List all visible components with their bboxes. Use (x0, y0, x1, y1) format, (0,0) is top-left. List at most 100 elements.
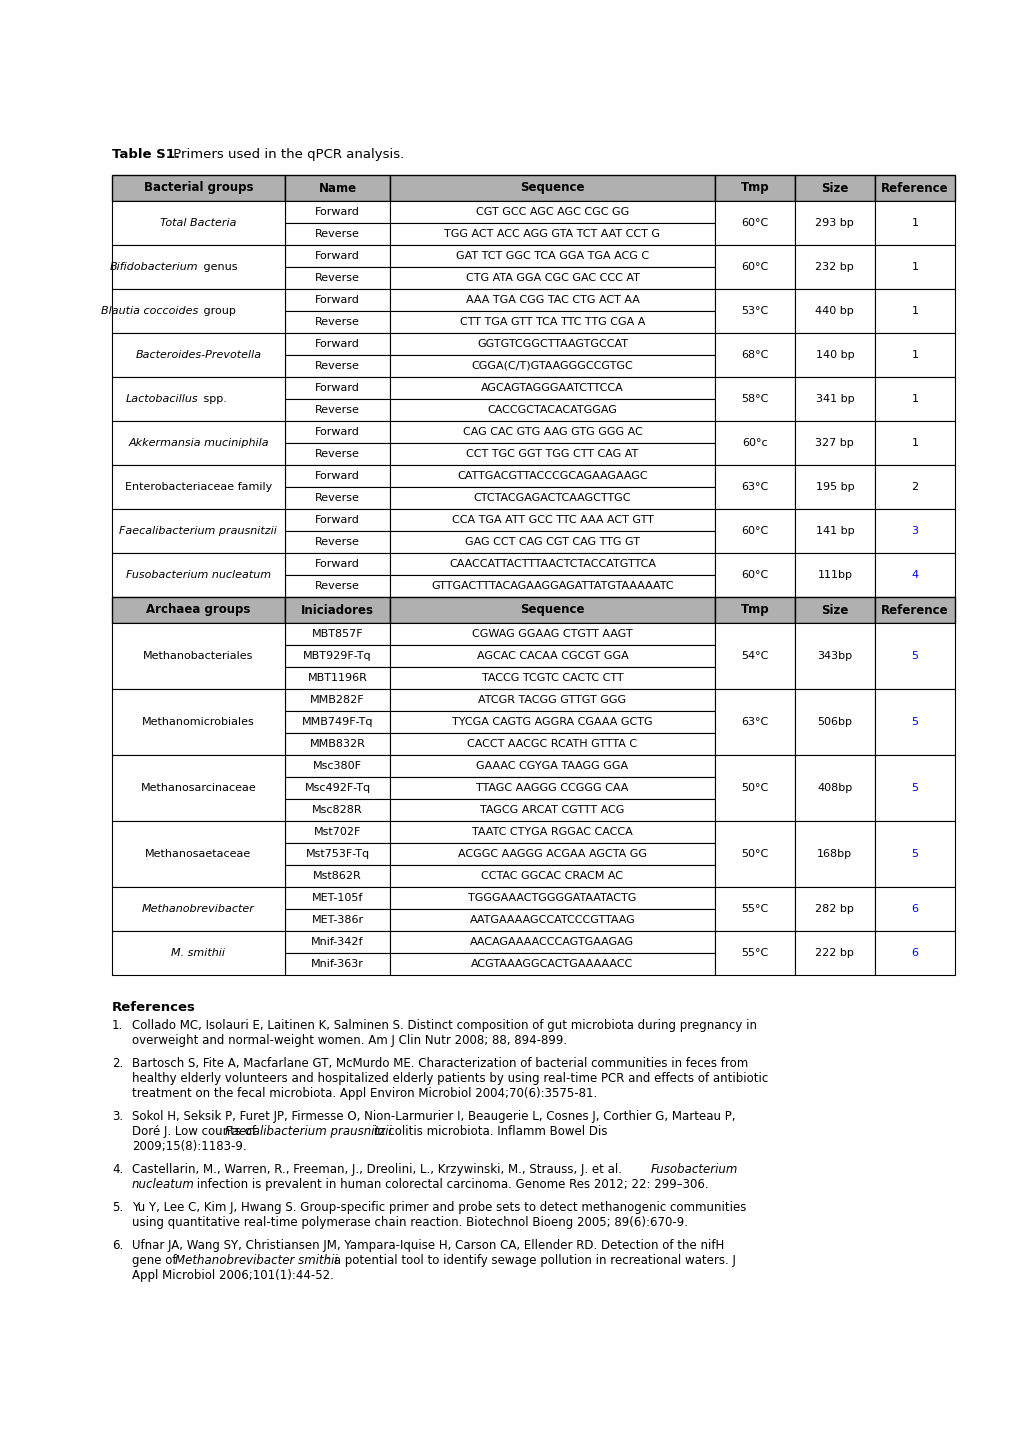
Bar (112, 465, 284, 509)
Bar (390, 645, 714, 667)
Bar (284, 887, 390, 909)
Text: TAGCG ARCAT CGTTT ACG: TAGCG ARCAT CGTTT ACG (480, 805, 624, 815)
Text: Collado MC, Isolauri E, Laitinen K, Salminen S. Distinct composition of gut micr: Collado MC, Isolauri E, Laitinen K, Salm… (131, 1019, 756, 1032)
Bar (874, 289, 954, 333)
Bar (284, 509, 390, 531)
Text: CTG ATA GGA CGC GAC CCC AT: CTG ATA GGA CGC GAC CCC AT (465, 273, 639, 283)
Text: Mnif-342f: Mnif-342f (311, 937, 364, 947)
Bar (794, 553, 874, 597)
Text: Forward: Forward (315, 339, 360, 349)
Text: Methanobrevibacter: Methanobrevibacter (142, 903, 255, 913)
Text: Bifidobacterium: Bifidobacterium (110, 263, 199, 271)
Bar (794, 245, 874, 289)
Text: CGWAG GGAAG CTGTT AAGT: CGWAG GGAAG CTGTT AAGT (472, 629, 632, 639)
Bar (112, 201, 284, 245)
Text: GAT TCT GGC TCA GGA TGA ACG C: GAT TCT GGC TCA GGA TGA ACG C (455, 251, 648, 261)
Bar (794, 623, 874, 688)
Bar (390, 553, 714, 574)
Bar (714, 377, 794, 421)
Text: Methanosarcinaceae: Methanosarcinaceae (141, 784, 256, 794)
Bar (284, 421, 390, 443)
Bar (112, 887, 284, 931)
Bar (284, 312, 390, 333)
Text: 140 bp: 140 bp (815, 351, 853, 359)
Text: 50°C: 50°C (741, 784, 767, 794)
Bar (112, 623, 284, 688)
Text: TACCG TCGTC CACTC CTT: TACCG TCGTC CACTC CTT (481, 672, 623, 683)
Bar (390, 486, 714, 509)
Bar (714, 931, 794, 975)
Text: : a potential tool to identify sewage pollution in recreational waters. J: : a potential tool to identify sewage po… (326, 1254, 735, 1267)
Bar (714, 175, 794, 201)
Text: 50°C: 50°C (741, 848, 767, 859)
Text: CCTAC GGCAC CRACM AC: CCTAC GGCAC CRACM AC (481, 872, 623, 882)
Text: CATTGACGTTACCCGCAGAAGAAGC: CATTGACGTTACCCGCAGAAGAAGC (457, 470, 647, 481)
Bar (284, 333, 390, 355)
Text: Size: Size (820, 182, 848, 195)
Text: group: group (200, 306, 236, 316)
Text: TTAGC AAGGG CCGGG CAA: TTAGC AAGGG CCGGG CAA (476, 784, 628, 794)
Text: ATCGR TACGG GTTGT GGG: ATCGR TACGG GTTGT GGG (478, 696, 626, 706)
Text: Sequence: Sequence (520, 603, 584, 616)
Text: treatment on the fecal microbiota. Appl Environ Microbiol 2004;70(6):3575-81.: treatment on the fecal microbiota. Appl … (131, 1087, 597, 1100)
Text: Forward: Forward (315, 206, 360, 216)
Bar (874, 597, 954, 623)
Bar (390, 421, 714, 443)
Text: Forward: Forward (315, 251, 360, 261)
Bar (390, 711, 714, 733)
Text: Castellarin, M., Warren, R., Freeman, J., Dreolini, L., Krzywinski, M., Strauss,: Castellarin, M., Warren, R., Freeman, J.… (131, 1163, 625, 1176)
Bar (112, 553, 284, 597)
Text: CACCT AACGC RCATH GTTTA C: CACCT AACGC RCATH GTTTA C (467, 739, 637, 749)
Text: 1: 1 (911, 439, 917, 447)
Bar (112, 821, 284, 887)
Bar (112, 931, 284, 975)
Text: AGCAGTAGGGAATCTTCCA: AGCAGTAGGGAATCTTCCA (481, 382, 624, 392)
Text: Sequence: Sequence (520, 182, 584, 195)
Text: Reverse: Reverse (315, 317, 360, 328)
Text: 53°C: 53°C (741, 306, 767, 316)
Text: 60°C: 60°C (741, 527, 767, 535)
Text: 5: 5 (911, 651, 917, 661)
Bar (390, 245, 714, 267)
Text: 195 bp: 195 bp (815, 482, 853, 492)
Text: MMB832R: MMB832R (309, 739, 365, 749)
Text: Fusobacterium: Fusobacterium (650, 1163, 738, 1176)
Text: 5.: 5. (112, 1201, 123, 1214)
Bar (714, 245, 794, 289)
Bar (874, 333, 954, 377)
Text: 5: 5 (911, 848, 917, 859)
Bar (714, 465, 794, 509)
Bar (714, 553, 794, 597)
Bar (794, 509, 874, 553)
Text: TYCGA CAGTG AGGRA CGAAA GCTG: TYCGA CAGTG AGGRA CGAAA GCTG (451, 717, 652, 727)
Bar (284, 553, 390, 574)
Text: 111bp: 111bp (816, 570, 852, 580)
Text: spp.: spp. (200, 394, 227, 404)
Bar (714, 597, 794, 623)
Text: 327 bp: 327 bp (815, 439, 853, 447)
Text: 232 bp: 232 bp (815, 263, 853, 271)
Text: Methanobacteriales: Methanobacteriales (143, 651, 254, 661)
Text: 60°C: 60°C (741, 570, 767, 580)
Text: 1: 1 (911, 394, 917, 404)
Text: 440 bp: 440 bp (815, 306, 853, 316)
Bar (284, 776, 390, 799)
Text: 60°C: 60°C (741, 263, 767, 271)
Bar (284, 667, 390, 688)
Bar (112, 597, 284, 623)
Text: 54°C: 54°C (741, 651, 767, 661)
Text: 293 bp: 293 bp (815, 218, 853, 228)
Text: using quantitative real-time polymerase chain reaction. Biotechnol Bioeng 2005; : using quantitative real-time polymerase … (131, 1216, 688, 1229)
Text: 343bp: 343bp (816, 651, 852, 661)
Text: overweight and normal-weight women. Am J Clin Nutr 2008; 88, 894-899.: overweight and normal-weight women. Am J… (131, 1035, 567, 1048)
Bar (390, 667, 714, 688)
Text: 63°C: 63°C (741, 482, 767, 492)
Text: Mst753F-Tq: Mst753F-Tq (305, 848, 369, 859)
Text: MBT857F: MBT857F (312, 629, 363, 639)
Text: 1: 1 (911, 263, 917, 271)
Text: Size: Size (820, 603, 848, 616)
Text: Appl Microbiol 2006;101(1):44-52.: Appl Microbiol 2006;101(1):44-52. (131, 1268, 333, 1281)
Bar (390, 864, 714, 887)
Text: Methanomicrobiales: Methanomicrobiales (142, 717, 255, 727)
Text: Lactobacillus: Lactobacillus (125, 394, 199, 404)
